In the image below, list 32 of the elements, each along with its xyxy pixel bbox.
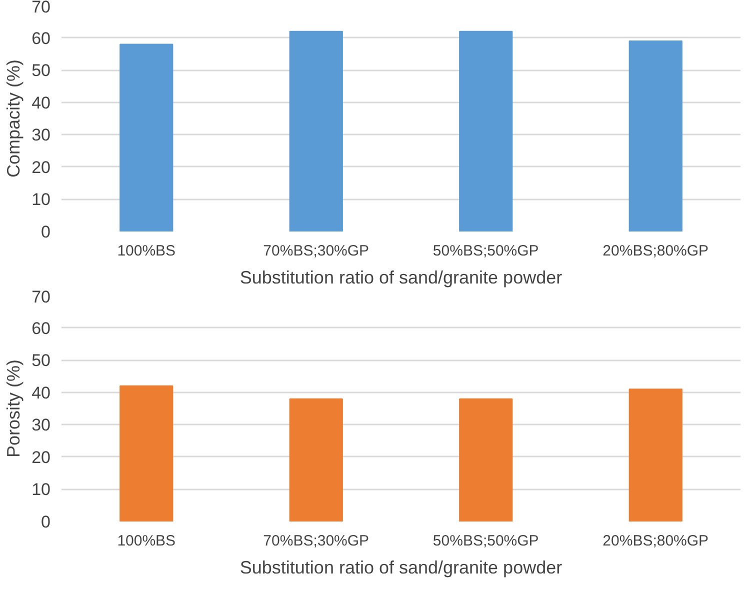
x-tick-label: 100%BS [117, 532, 176, 550]
x-tick-label: 70%BS;30%GP [263, 532, 370, 550]
y-tick-label: 10 [32, 190, 51, 210]
y-tick-label: 20 [32, 448, 51, 467]
x-tick-label: 20%BS;80%GP [602, 242, 709, 260]
x-axis-title: Substitution ratio of sand/granite powder [240, 558, 562, 578]
y-tick-label: 60 [32, 318, 51, 338]
bar [289, 398, 343, 522]
y-tick-label: 20 [32, 158, 51, 177]
x-tick-label: 20%BS;80%GP [602, 532, 709, 550]
x-tick-label: 50%BS;50%GP [432, 242, 539, 260]
x-axis-title: Substitution ratio of sand/granite powder [240, 268, 562, 288]
bar [459, 398, 513, 522]
y-tick-label: 70 [32, 288, 51, 306]
y-axis-title: Compacity (%) [4, 59, 24, 178]
y-tick-label: 40 [32, 383, 51, 402]
y-tick-label: 30 [32, 416, 51, 435]
x-tick-label: 70%BS;30%GP [263, 242, 370, 260]
y-tick-label: 40 [32, 93, 51, 112]
y-tick-label: 0 [41, 222, 51, 242]
y-tick-label: 10 [32, 480, 51, 500]
y-tick-label: 50 [32, 351, 51, 370]
x-tick-label: 50%BS;50%GP [432, 532, 539, 550]
bar [628, 388, 682, 522]
y-tick-label: 60 [32, 28, 51, 48]
y-tick-label: 50 [32, 61, 51, 80]
y-tick-label: 30 [32, 126, 51, 145]
y-tick-label: 70 [32, 0, 51, 16]
bar [120, 385, 174, 522]
y-tick-label: 0 [41, 512, 51, 532]
x-tick-label: 100%BS [117, 242, 176, 260]
y-axis-title: Porosity (%) [4, 359, 24, 458]
